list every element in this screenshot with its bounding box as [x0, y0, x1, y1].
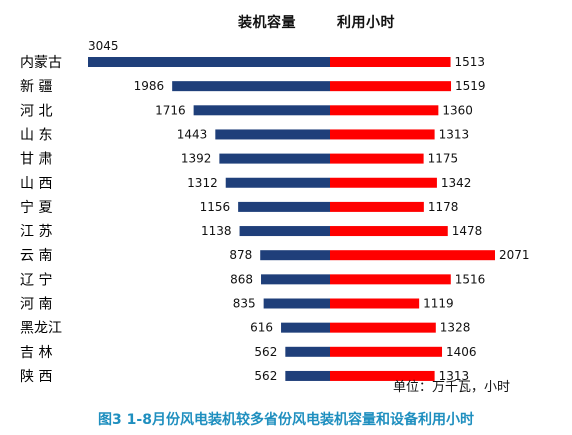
- capacity-value-label: 1716: [155, 103, 186, 117]
- hours-bar: [330, 226, 448, 237]
- capacity-bar: [285, 370, 330, 381]
- hours-bar: [330, 201, 424, 212]
- hours-value-label: 1360: [442, 103, 473, 117]
- category-label: 辽 宁: [20, 271, 52, 288]
- hours-value-label: 1406: [446, 345, 477, 359]
- hours-bar: [330, 370, 435, 381]
- hours-value-label: 2071: [499, 248, 530, 262]
- hours-bar: [330, 298, 420, 309]
- capacity-bar: [225, 177, 330, 188]
- capacity-value-label: 1986: [134, 79, 165, 93]
- capacity-bar: [260, 250, 330, 261]
- capacity-value-label: 3045: [88, 39, 119, 53]
- capacity-bar: [193, 105, 330, 116]
- hours-bar: [330, 129, 435, 140]
- capacity-bar: [172, 81, 330, 92]
- capacity-value-label: 562: [254, 345, 277, 359]
- capacity-bar: [239, 226, 330, 237]
- hours-bar: [330, 81, 452, 92]
- category-label: 云 南: [20, 248, 52, 264]
- figure-caption: 图3 1-8月份风电装机较多省份风电装机容量和设备利用小时: [98, 412, 474, 428]
- category-label: 内蒙古: [20, 55, 62, 71]
- hours-bar: [330, 346, 443, 357]
- hours-value-label: 1516: [455, 272, 486, 286]
- hours-bar: [330, 57, 451, 67]
- capacity-bar: [238, 201, 330, 212]
- capacity-value-label: 1156: [200, 200, 231, 214]
- category-label: 甘 肃: [20, 152, 52, 168]
- capacity-value-label: 878: [229, 248, 252, 262]
- hours-bar: [330, 250, 495, 261]
- category-label: 陕 西: [20, 369, 52, 385]
- hours-value-label: 1513: [455, 55, 486, 69]
- capacity-bar: [215, 129, 330, 140]
- capacity-value-label: 835: [233, 297, 256, 311]
- capacity-header: 装机容量: [238, 15, 296, 31]
- category-label: 山 西: [20, 176, 52, 192]
- category-label: 吉 林: [20, 345, 52, 361]
- capacity-bar: [88, 57, 330, 67]
- hours-header: 利用小时: [337, 15, 395, 31]
- capacity-value-label: 616: [250, 321, 273, 335]
- capacity-value-label: 1443: [177, 127, 208, 141]
- capacity-value-label: 562: [254, 369, 277, 383]
- capacity-value-label: 1312: [187, 176, 218, 190]
- category-label: 宁 夏: [20, 199, 52, 216]
- category-label: 河 南: [20, 297, 52, 313]
- hours-value-label: 1328: [440, 321, 471, 335]
- hours-value-label: 1119: [423, 297, 454, 311]
- hours-value-label: 1313: [439, 369, 470, 383]
- hours-bar: [330, 322, 436, 333]
- capacity-value-label: 1138: [201, 224, 232, 238]
- hours-bar: [330, 153, 424, 164]
- capacity-bar: [281, 322, 330, 333]
- capacity-value-label: 868: [230, 272, 253, 286]
- category-label: 山 东: [20, 127, 52, 143]
- hours-value-label: 1178: [428, 200, 459, 214]
- hours-value-label: 1342: [441, 176, 472, 190]
- unit-note: 单位：万千瓦，小时: [393, 380, 511, 395]
- hours-bar: [330, 177, 437, 188]
- capacity-bar: [261, 274, 330, 285]
- hours-value-label: 1478: [452, 224, 483, 238]
- category-label: 河 北: [20, 103, 52, 119]
- capacity-bar: [285, 346, 330, 357]
- hours-value-label: 1175: [428, 152, 459, 166]
- hours-bar: [330, 274, 451, 285]
- hours-value-label: 1519: [455, 79, 486, 93]
- category-label: 新 疆: [20, 79, 52, 95]
- capacity-bar: [263, 298, 330, 309]
- capacity-value-label: 1392: [181, 152, 212, 166]
- category-label: 黑龙江: [20, 321, 62, 337]
- hours-bar: [330, 105, 439, 116]
- capacity-bar: [219, 153, 330, 164]
- category-label: 江 苏: [20, 224, 52, 240]
- hours-value-label: 1313: [439, 127, 470, 141]
